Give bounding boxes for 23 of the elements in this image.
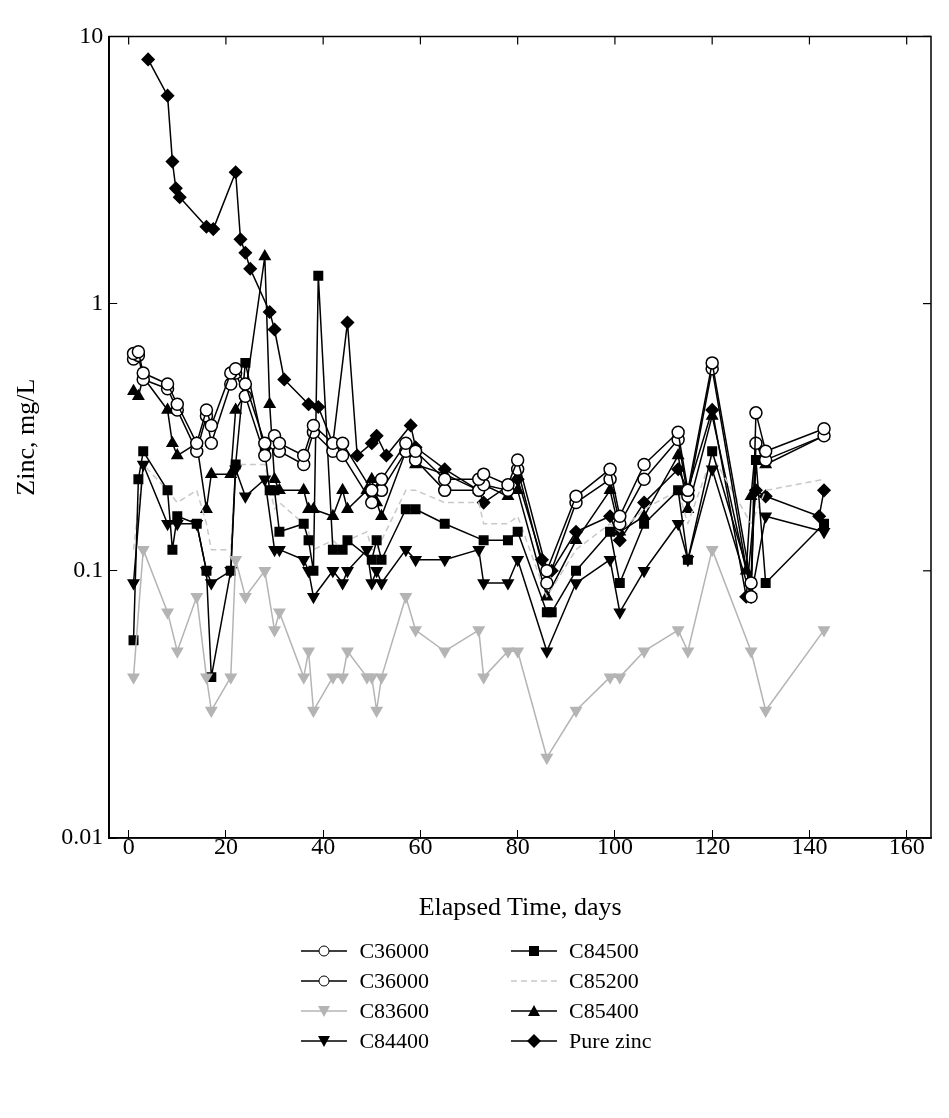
x-tick-label: 40 (311, 832, 336, 859)
x-tick-label: 0 (122, 832, 135, 859)
x-axis-title: Elapsed Time, days (418, 892, 622, 922)
x-tick-label: 80 (505, 832, 530, 859)
x-tick-label: 120 (694, 832, 731, 859)
legend-label: C85200 (569, 968, 639, 994)
y-axis-title: Zinc, mg/L (11, 378, 41, 496)
y-tick-label: 1 (91, 288, 104, 315)
x-tick-label: 140 (791, 832, 828, 859)
x-tick-label: 100 (596, 832, 633, 859)
y-tick-label: 0.1 (73, 556, 104, 583)
x-tick-label: 160 (888, 832, 925, 859)
legend-label: C84400 (359, 1028, 430, 1054)
y-tick-label: 10 (79, 21, 104, 48)
legend-label: C36000 (359, 968, 430, 994)
y-tick-label: 0.01 (61, 823, 104, 850)
legend-label: C36000 (359, 938, 430, 964)
x-tick-label: 60 (408, 832, 433, 859)
legend-label: Pure zinc (569, 1028, 652, 1054)
legend-label: C84500 (569, 938, 639, 964)
legend-label: C85400 (569, 998, 639, 1024)
x-tick-label: 20 (213, 832, 238, 859)
legend-label: C83600 (359, 998, 430, 1024)
